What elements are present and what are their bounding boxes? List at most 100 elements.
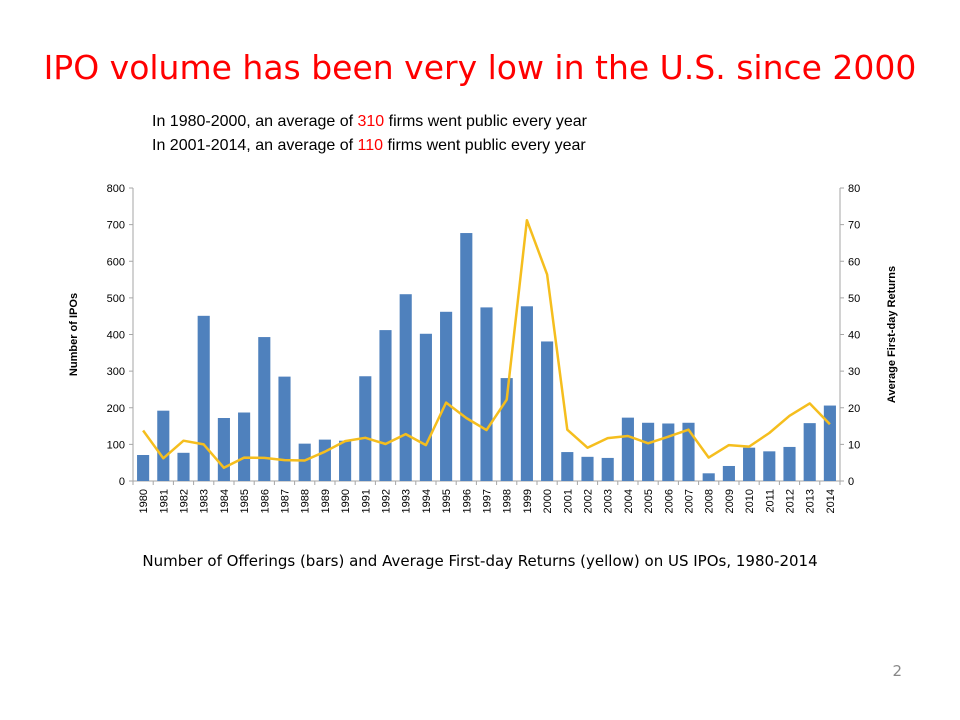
right-tick-label: 0 [848, 476, 854, 488]
x-tick-label: 1990 [340, 489, 352, 513]
y-axis-title: Number of IPOs [68, 293, 80, 376]
bar-1996 [460, 233, 473, 481]
average-value-1980-2000: 310 [357, 113, 385, 130]
bar-1985 [238, 412, 251, 481]
bar-1993 [399, 294, 412, 481]
left-tick-label: 800 [107, 183, 125, 195]
left-tick-label: 0 [119, 476, 125, 488]
x-tick-label: 1984 [219, 489, 231, 513]
subtitle-text: firms went public every year [384, 113, 587, 130]
bar-1981 [157, 410, 170, 481]
left-tick-label: 200 [107, 403, 125, 415]
bar-2013 [803, 423, 816, 481]
left-tick-label: 700 [107, 220, 125, 232]
bar-1984 [217, 418, 230, 481]
bar-2009 [722, 465, 735, 481]
bar-2006 [662, 423, 675, 481]
right-tick-label: 80 [848, 183, 860, 195]
average-value-2001-2014: 110 [357, 137, 384, 154]
x-tick-label: 1994 [421, 489, 433, 513]
ipo-combo-chart: 0 100 200 300 400 500 600 700 800 0 10 20 30 40 50 60 70… [68, 183, 898, 513]
bar-2004 [621, 417, 634, 481]
x-tick-label: 1982 [179, 489, 191, 513]
right-tick-label: 10 [848, 439, 860, 451]
right-tick-label: 50 [848, 293, 860, 305]
bar-2002 [581, 456, 594, 481]
bar-1999 [520, 306, 533, 481]
x-tick-label: 2005 [643, 489, 655, 513]
bar-1994 [419, 333, 432, 481]
bar-1997 [480, 307, 493, 481]
x-tick-label: 2003 [603, 489, 615, 513]
x-tick-label: 1997 [482, 489, 494, 513]
subtitle-line-1980-2000: In 1980-2000, an average of 310 firms we… [152, 113, 587, 131]
x-tick-label: 2012 [785, 489, 797, 513]
bar-2008 [702, 473, 715, 481]
page-number: 2 [892, 662, 902, 680]
bar-2000 [541, 341, 554, 481]
bar-1980 [137, 454, 150, 481]
x-tick-label: 1988 [300, 489, 312, 513]
x-tick-label: 1980 [138, 489, 150, 513]
bar-2003 [601, 457, 614, 481]
x-tick-label: 2004 [623, 489, 635, 513]
right-tick-label: 20 [848, 403, 860, 415]
left-tick-label: 100 [107, 439, 125, 451]
right-tick-label: 70 [848, 220, 860, 232]
y2-axis-title: Average First-day Returns [886, 266, 898, 403]
bar-2012 [783, 446, 796, 481]
bar-1983 [197, 315, 210, 481]
bar-2001 [561, 452, 574, 481]
bar-2010 [743, 447, 756, 481]
left-tick-label: 600 [107, 256, 125, 268]
bar-1986 [258, 337, 271, 481]
x-tick-label: 2000 [542, 489, 554, 513]
x-tick-label: 1987 [280, 489, 292, 513]
bar-1987 [278, 376, 291, 481]
x-tick-label: 1986 [259, 489, 271, 513]
chart-caption: Number of Offerings (bars) and Average F… [142, 552, 818, 570]
x-tick-label: 1992 [381, 489, 393, 513]
bar-1988 [298, 443, 311, 481]
left-tick-label: 400 [107, 330, 125, 342]
x-tick-label: 1998 [502, 489, 514, 513]
bar-1991 [359, 376, 372, 481]
x-tick-label: 2007 [684, 489, 696, 513]
first-day-returns-line [142, 218, 831, 470]
left-tick-label: 500 [107, 293, 125, 305]
x-tick-label: 2010 [744, 489, 756, 513]
x-tick-label: 2009 [724, 489, 736, 513]
bar-2007 [682, 422, 695, 481]
subtitle-text: In 1980-2000, an average of [152, 113, 358, 130]
subtitle-line-2001-2014: In 2001-2014, an average of 110 firms we… [152, 137, 586, 155]
x-tick-label: 2006 [663, 489, 675, 513]
subtitle-text: In 2001-2014, an average of [152, 137, 358, 154]
x-tick-label: 1991 [360, 489, 372, 513]
bar-2014 [823, 405, 836, 481]
x-tick-label: 1985 [239, 489, 251, 513]
subtitle-text: firms went public every year [383, 137, 586, 154]
x-tick-label: 1989 [320, 489, 332, 513]
x-tick-label: 1996 [461, 489, 473, 513]
bar-1995 [440, 311, 453, 481]
bar-1982 [177, 452, 190, 481]
bar-1989 [318, 439, 331, 481]
bar-1990 [339, 440, 352, 481]
x-tick-label: 2014 [825, 489, 837, 513]
x-tick-label: 2011 [764, 489, 776, 513]
x-tick-label: 2002 [583, 489, 595, 513]
x-tick-label: 1999 [522, 489, 534, 513]
slide-title: IPO volume has been very low in the U.S.… [43, 48, 917, 87]
right-tick-label: 40 [848, 330, 860, 342]
x-tick-label: 1993 [401, 489, 413, 513]
bar-2005 [642, 422, 655, 481]
bar-1992 [379, 330, 392, 481]
bar-2011 [763, 451, 776, 481]
x-tick-label: 2001 [562, 489, 574, 513]
right-tick-label: 30 [848, 366, 860, 378]
x-tick-label: 2013 [805, 489, 817, 513]
x-tick-label: 1995 [441, 489, 453, 513]
right-tick-label: 60 [848, 256, 860, 268]
left-tick-label: 300 [107, 366, 125, 378]
x-tick-label: 1983 [199, 489, 211, 513]
